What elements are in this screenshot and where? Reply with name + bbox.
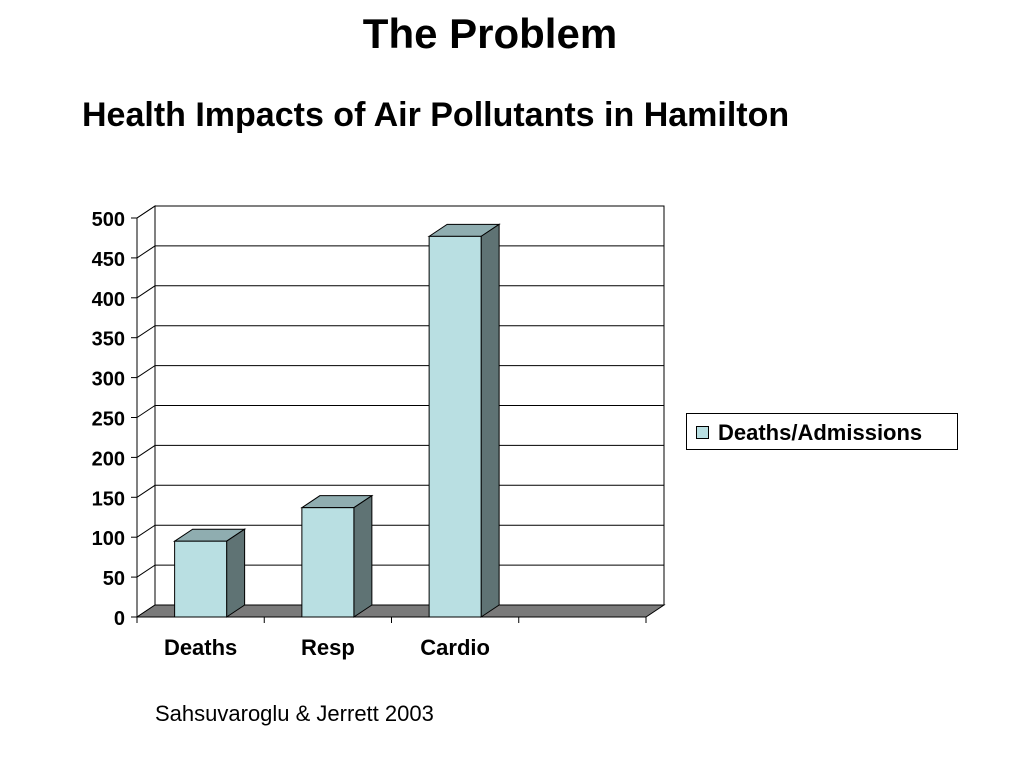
bar-side <box>226 528 246 618</box>
y-tick-label: 350 <box>92 329 125 351</box>
x-tick-label: Resp <box>301 635 355 660</box>
bar <box>427 223 501 618</box>
page-title: The Problem <box>362 10 618 57</box>
chart-bars <box>172 223 501 618</box>
y-tick-label: 50 <box>103 568 125 590</box>
gridline <box>136 205 664 219</box>
source-citation: Sahsuvaroglu & Jerrett 2003 <box>155 701 434 726</box>
y-tick-label: 250 <box>92 409 125 431</box>
y-tick-label: 500 <box>92 209 125 231</box>
y-tick-label: 0 <box>114 608 125 630</box>
bar <box>300 494 374 618</box>
bar-side <box>480 223 500 618</box>
bar-front <box>428 235 482 618</box>
x-tick-label: Deaths <box>164 635 237 660</box>
x-axis: Deaths Resp Cardio <box>136 616 647 660</box>
y-axis: 0 50 100 150 200 250 300 350 400 450 500 <box>92 209 138 630</box>
page-subtitle: Health Impacts of Air Pollutants in Hami… <box>82 96 790 134</box>
bar <box>172 528 247 618</box>
legend-swatch <box>696 426 709 439</box>
x-tick-label: Cardio <box>420 635 490 660</box>
y-tick-label: 100 <box>92 528 125 550</box>
bar-front <box>301 507 355 618</box>
chart-legend: Deaths/Admissions <box>686 413 958 450</box>
legend-label: Deaths/Admissions <box>718 420 923 445</box>
y-tick-label: 150 <box>92 488 125 510</box>
y-tick-label: 200 <box>92 448 125 470</box>
bar-side <box>353 494 373 618</box>
y-tick-label: 300 <box>92 369 125 391</box>
y-tick-label: 450 <box>92 249 125 271</box>
y-tick-label: 400 <box>92 289 125 311</box>
bar-front <box>174 540 228 618</box>
